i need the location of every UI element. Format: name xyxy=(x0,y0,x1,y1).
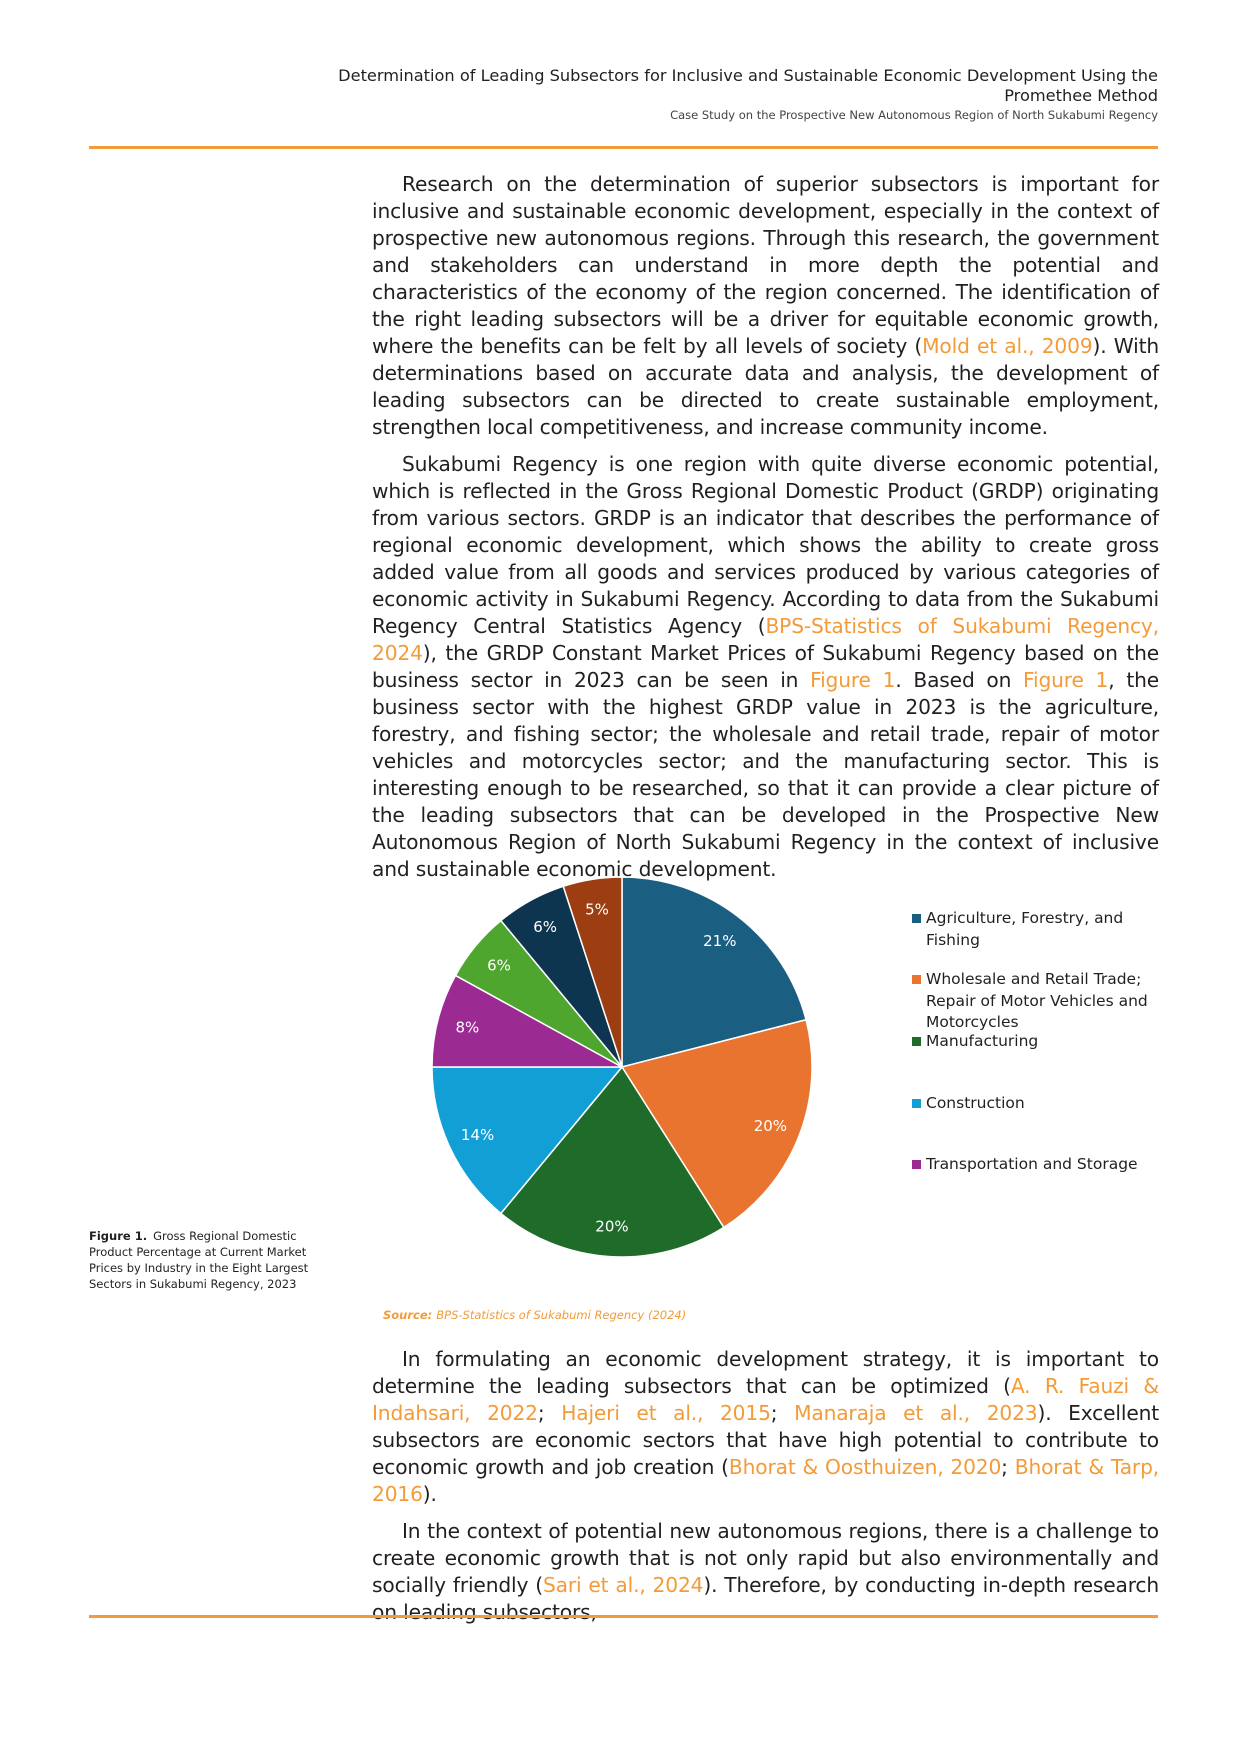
legend-swatch xyxy=(912,975,921,984)
pie-slice xyxy=(431,1066,624,1215)
citation-link[interactable]: Bhorat & Tarp, 2016 xyxy=(372,1455,1159,1506)
pie-slice-label: 6% xyxy=(487,956,511,974)
pie-slice-label: 20% xyxy=(595,1217,628,1235)
pie-slice-label: 6% xyxy=(533,918,557,936)
pie-slice-label: 21% xyxy=(703,932,736,950)
paragraph-text: ). Therefore, by conducting in-depth res… xyxy=(372,1573,1160,1624)
citation-link[interactable]: Mold et al., 2009 xyxy=(922,334,1093,358)
citation-link[interactable]: Bhorat & Oosthuizen, 2020 xyxy=(728,1455,1002,1479)
citation-link[interactable]: Hajeri et al., 2015 xyxy=(561,1401,771,1425)
pie-slice xyxy=(621,876,807,1068)
legend-label: Manufacturing xyxy=(926,1032,1039,1050)
paragraph-text: ). Excellent subsectors are economic sec… xyxy=(372,1401,1159,1479)
paragraph: Research on the determination of superio… xyxy=(372,171,1159,441)
pie-slice-label: 14% xyxy=(461,1126,494,1144)
running-head: Determination of Leading Subsectors for … xyxy=(298,66,1158,123)
legend-label: Construction xyxy=(926,1094,1025,1112)
paragraph-text: ; xyxy=(1001,1455,1015,1479)
legend-item: Manufacturing xyxy=(912,1031,1152,1053)
figure-source: Source: BPS-Statistics of Sukabumi Regenc… xyxy=(383,1308,686,1322)
pie-slice xyxy=(499,1065,725,1258)
running-head-subtitle: Case Study on the Prospective New Autono… xyxy=(670,108,1158,122)
paragraph-text: ), the GRDP Constant Market Prices of Su… xyxy=(372,641,1159,692)
legend-label: Wholesale and Retail Trade; Repair of Mo… xyxy=(926,970,1148,1031)
paragraph: In the context of potential new autonomo… xyxy=(372,1518,1159,1626)
figure-number: Figure 1. xyxy=(89,1229,148,1243)
citation-link[interactable]: A. R. Fauzi & Indahsari, 2022 xyxy=(372,1374,1159,1425)
legend-item: Agriculture, Forestry, and Fishing xyxy=(912,908,1152,951)
footer-rule xyxy=(89,1615,1158,1618)
pie-slice xyxy=(562,876,623,1068)
legend-swatch xyxy=(912,914,921,923)
paragraph-text: Sukabumi Regency is one region with quit… xyxy=(372,452,1159,638)
legend-swatch xyxy=(912,1037,921,1046)
body-text-bottom: In formulating an economic development s… xyxy=(372,1346,1159,1636)
legend-swatch xyxy=(912,1099,921,1108)
paragraph-text: In the context of potential new autonomo… xyxy=(372,1519,1159,1597)
body-text-top: Research on the determination of superio… xyxy=(372,171,1159,893)
pie-slice xyxy=(620,1018,813,1229)
legend-swatch xyxy=(912,1160,921,1169)
legend-label: Transportation and Storage xyxy=(926,1155,1138,1173)
paragraph-text: ). xyxy=(422,1482,437,1506)
citation-link[interactable]: Manaraja et al., 2023 xyxy=(794,1401,1038,1425)
running-head-title: Determination of Leading Subsectors for … xyxy=(338,66,1158,105)
pie-chart-svg: 21% 20% 20% 14% 8% 6% 6% 5% xyxy=(431,876,813,1258)
source-text: BPS-Statistics of Sukabumi Regency (2024… xyxy=(436,1308,687,1322)
citation-link[interactable]: Figure 1 xyxy=(810,668,896,692)
legend-item: Wholesale and Retail Trade; Repair of Mo… xyxy=(912,969,1152,1034)
citation-link[interactable]: BPS-Statistics of Sukabumi Regency, 2024 xyxy=(372,614,1159,665)
paragraph-text: , the business sector with the highest G… xyxy=(372,668,1160,881)
citation-link[interactable]: Figure 1 xyxy=(1023,668,1109,692)
paragraph-text: Research on the determination of superio… xyxy=(372,172,1159,358)
legend-item: Transportation and Storage xyxy=(912,1154,1152,1176)
paragraph-text: ). With determinations based on accurate… xyxy=(372,334,1159,439)
legend-label: Agriculture, Forestry, and Fishing xyxy=(926,909,1124,949)
pie-chart: 21% 20% 20% 14% 8% 6% 6% 5% Agriculture, Forest… xyxy=(372,858,1159,1298)
paragraph: Sukabumi Regency is one region with quit… xyxy=(372,451,1159,883)
source-label: Source: xyxy=(383,1308,433,1322)
citation-link[interactable]: Sari et al., 2024 xyxy=(542,1573,704,1597)
header-rule xyxy=(89,146,1158,149)
figure-caption-text: Gross Regional Domestic Product Percenta… xyxy=(89,1229,309,1291)
pie-slice-label: 20% xyxy=(754,1117,787,1135)
paragraph-text: ; xyxy=(770,1401,795,1425)
paragraph-text: ; xyxy=(537,1401,562,1425)
figure-caption: Figure 1. Gross Regional Domestic Product… xyxy=(89,1228,309,1292)
pie-slice xyxy=(431,974,623,1068)
pie-slice-label: 8% xyxy=(456,1018,480,1036)
pie-slice-label: 5% xyxy=(585,900,609,918)
paragraph: In formulating an economic development s… xyxy=(372,1346,1159,1508)
paragraph-text: In formulating an economic development s… xyxy=(372,1347,1159,1398)
legend-item: Construction xyxy=(912,1093,1152,1115)
paragraph-text: . Based on xyxy=(895,668,1024,692)
